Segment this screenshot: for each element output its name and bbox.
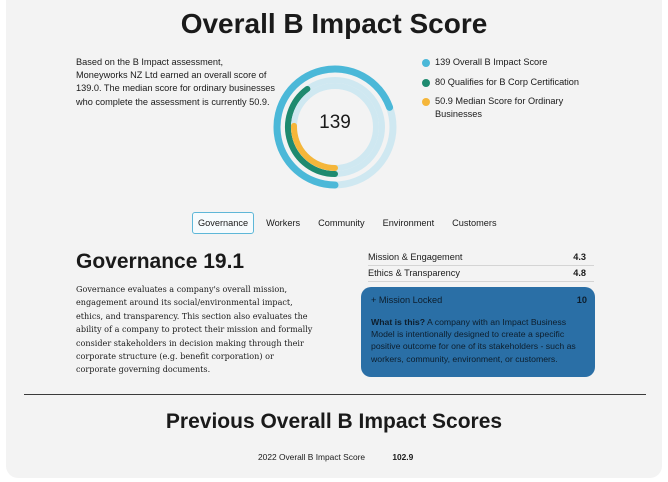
tab-governance[interactable]: Governance	[192, 211, 255, 234]
tab-community[interactable]: Community	[318, 217, 365, 228]
tab-environment[interactable]: Environment	[382, 217, 435, 228]
tab-workers[interactable]: Workers	[266, 217, 301, 228]
metric-row-ethics: Ethics & Transparency 4.8	[368, 268, 588, 282]
legend-item-overall: 139 Overall B Impact Score	[422, 56, 592, 69]
chart-legend: 139 Overall B Impact Score 80 Qualifies …	[422, 56, 592, 127]
legend-label: 139 Overall B Impact Score	[435, 57, 548, 67]
previous-score-value: 102.9	[392, 452, 414, 462]
intro-text: Based on the B Impact assessment, Moneyw…	[76, 57, 276, 107]
metric-divider	[368, 281, 594, 282]
metric-label: Ethics & Transparency	[368, 268, 460, 278]
mission-locked-label: + Mission Locked	[371, 295, 443, 305]
legend-item-qualifies: 80 Qualifies for B Corp Certification	[422, 76, 592, 89]
previous-score-row: 2022 Overall B Impact Score 102.9	[258, 452, 413, 462]
mission-locked-header[interactable]: + Mission Locked 10	[371, 295, 587, 305]
mission-locked-explanation: What is this? A company with an Impact B…	[371, 316, 587, 365]
metric-value: 4.8	[573, 268, 586, 278]
impact-area-tabs: Governance Workers Community Environment…	[192, 211, 509, 234]
ring-arc-qualifies	[285, 85, 338, 177]
legend-dot-icon	[422, 98, 430, 106]
previous-scores-title: Previous Overall B Impact Scores	[165, 410, 503, 433]
tab-customers[interactable]: Customers	[452, 217, 497, 228]
section-description: Governance evaluates a company's overall…	[76, 284, 313, 375]
section-title: Governance 19.1	[76, 250, 245, 273]
metric-row-mission: Mission & Engagement 4.3	[368, 252, 588, 266]
mission-locked-panel[interactable]: + Mission Locked 10 What is this? A comp…	[361, 287, 595, 377]
previous-score-label: 2022 Overall B Impact Score	[258, 452, 366, 462]
ring-arc-median	[291, 122, 338, 171]
legend-label: 50.9 Median Score for Ordinary Businesse…	[435, 96, 564, 119]
section-divider	[24, 394, 646, 395]
metric-divider	[368, 265, 594, 266]
donut-center-value: 139	[319, 112, 351, 133]
legend-item-median: 50.9 Median Score for Ordinary Businesse…	[422, 95, 592, 120]
score-donut-chart	[273, 65, 397, 189]
legend-dot-icon	[422, 78, 430, 87]
ring-arc-overall	[273, 65, 394, 189]
explanation-answer: A company with an Impact Business Model …	[371, 317, 576, 364]
legend-dot-icon	[422, 59, 430, 67]
mission-locked-value: 10	[576, 295, 587, 305]
legend-label: 80 Qualifies for B Corp Certification	[435, 76, 579, 87]
page-title: Overall B Impact Score	[180, 8, 488, 39]
explanation-question: What is this?	[371, 317, 426, 327]
metric-label: Mission & Engagement	[368, 252, 463, 262]
metric-value: 4.3	[573, 252, 586, 262]
